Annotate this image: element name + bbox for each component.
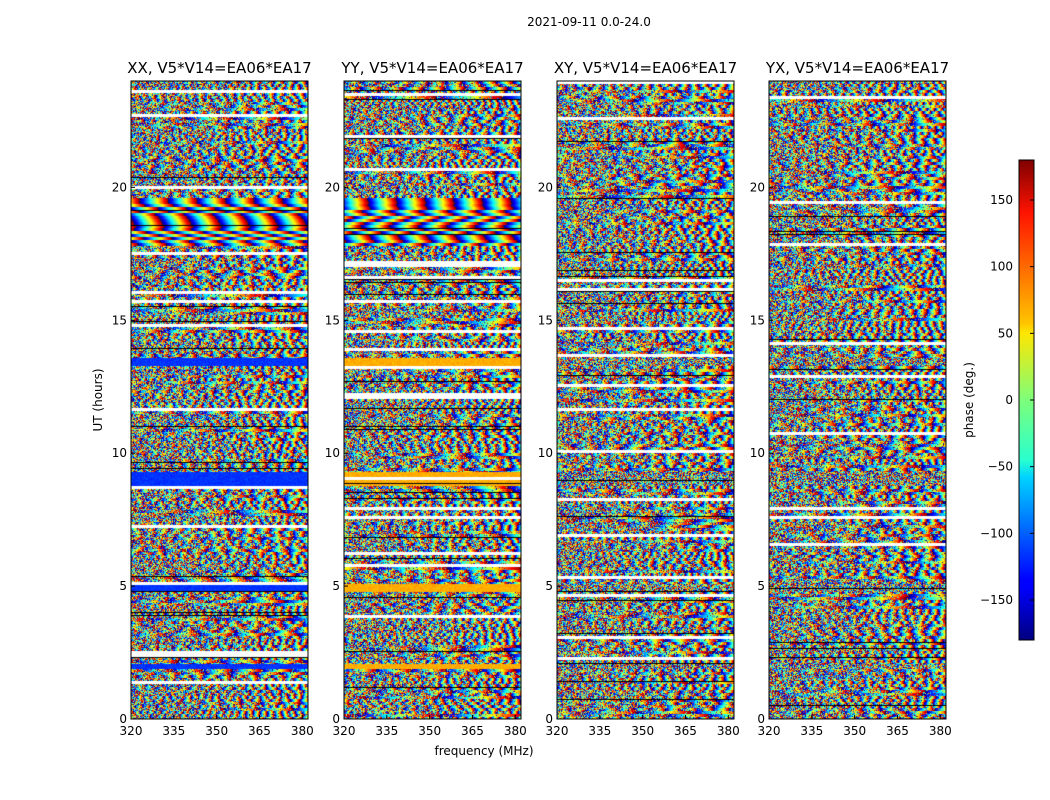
panel-title: YX, V5*V14=EA06*EA17 [765,59,949,77]
x-tick-label: 365 [461,724,484,738]
panel-title: XX, V5*V14=EA06*EA17 [127,59,311,77]
y-tick-label: 5 [545,579,553,593]
y-tick-label: 5 [119,579,127,593]
y-tick-label: 20 [325,180,340,194]
x-tick-label: 365 [674,724,697,738]
y-tick-label: 15 [538,313,553,327]
colorbar-tick-label: 100 [990,260,1013,274]
colorbar-tick-label: −50 [988,460,1013,474]
axes-frame [343,80,522,720]
panel-2: YY, V5*V14=EA06*EA17 320 335 350 365 380 0 5 10 1… [325,59,527,738]
y-tick-label: 5 [757,579,765,593]
panel-4: YX, V5*V14=EA06*EA17 320 335 350 365 380 0 5 10 1… [750,59,952,738]
x-tick-label: 320 [120,724,143,738]
panels-group: XX, V5*V14=EA06*EA17 320 335 350 365 380 0 5 10 1… [112,59,952,738]
panel-title: XY, V5*V14=EA06*EA17 [554,59,737,77]
colorbar-tick-label: −100 [980,526,1013,540]
phase-raster [131,81,308,719]
x-tick-label: 380 [504,724,527,738]
y-tick-label: 15 [325,313,340,327]
y-tick-label: 15 [750,313,765,327]
phase-raster [344,81,521,719]
axes-frame [130,80,309,720]
x-tick-label: 350 [631,724,654,738]
x-tick-label: 320 [333,724,356,738]
x-tick-label: 335 [800,724,823,738]
colorbar: phase (deg.) 150 100 50 0 −50 −100 −150 [962,159,1035,641]
phase-raster [769,81,946,719]
x-tick-label: 380 [291,724,314,738]
x-tick-label: 335 [162,724,185,738]
colorbar-tick-label: 50 [998,326,1013,340]
panel-title: YY, V5*V14=EA06*EA17 [340,59,523,77]
colorbar-tick-label: 0 [1005,393,1013,407]
x-tick-label: 320 [546,724,569,738]
axes-frame [768,80,947,720]
y-tick-label: 20 [112,180,127,194]
y-axis-label: UT (hours) [91,368,105,431]
y-tick-label: 0 [757,712,765,726]
colorbar-tick-label: −150 [980,593,1013,607]
y-tick-label: 10 [750,446,765,460]
y-tick-label: 15 [112,313,127,327]
x-tick-label: 350 [843,724,866,738]
x-tick-label: 380 [717,724,740,738]
y-tick-label: 0 [119,712,127,726]
y-tick-label: 5 [332,579,340,593]
y-tick-label: 20 [750,180,765,194]
x-tick-label: 380 [929,724,952,738]
colorbar-label: phase (deg.) [962,362,976,438]
axes-frame [556,80,735,720]
panel-3: XY, V5*V14=EA06*EA17 320 335 350 365 380 0 5 10 1… [538,59,740,738]
colorbar-tick-label: 150 [990,193,1013,207]
y-tick-label: 10 [112,446,127,460]
x-tick-label: 350 [418,724,441,738]
y-tick-label: 20 [538,180,553,194]
y-tick-label: 0 [332,712,340,726]
x-axis-label: frequency (MHz) [434,744,533,758]
y-tick-label: 0 [545,712,553,726]
y-tick-label: 10 [325,446,340,460]
phase-raster [557,81,734,719]
x-tick-label: 350 [205,724,228,738]
x-tick-label: 365 [886,724,909,738]
x-tick-label: 335 [375,724,398,738]
figure-suptitle: 2021-09-11 0.0-24.0 [527,15,651,29]
x-tick-label: 365 [248,724,271,738]
y-tick-label: 10 [538,446,553,460]
x-tick-label: 335 [588,724,611,738]
x-tick-label: 320 [758,724,781,738]
panel-1: XX, V5*V14=EA06*EA17 320 335 350 365 380 0 5 10 1… [112,59,314,738]
